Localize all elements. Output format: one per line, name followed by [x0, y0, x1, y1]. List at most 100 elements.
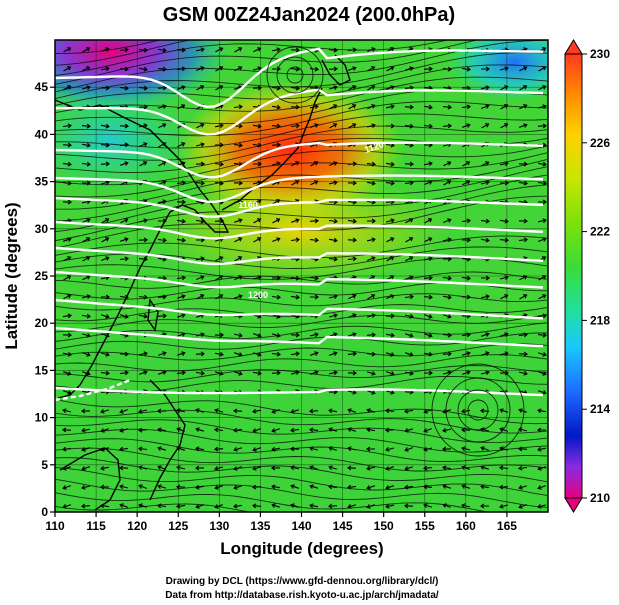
x-tick-label: 140: [291, 519, 311, 533]
wind-arrow: [423, 409, 432, 414]
streamline: [55, 409, 548, 434]
wind-arrow: [538, 66, 547, 72]
wind-arrow: [138, 465, 147, 470]
wind-arrow: [290, 484, 299, 489]
wind-arrow: [499, 504, 509, 509]
wind-arrow: [499, 351, 509, 357]
wind-arrow: [500, 85, 509, 91]
wind-arrow: [481, 104, 490, 110]
wind-arrow: [386, 123, 395, 129]
wind-arrow: [309, 484, 318, 489]
x-tick-label: 125: [168, 519, 188, 533]
wind-arrow: [176, 408, 186, 414]
wind-arrow: [63, 390, 72, 395]
wind-arrow: [481, 161, 490, 167]
wind-arrow: [234, 371, 243, 376]
wind-arrow: [271, 85, 281, 91]
wind-arrow: [404, 447, 413, 452]
wind-arrow: [290, 465, 300, 471]
wind-arrow: [196, 66, 205, 72]
wind-streamlines: [55, 40, 548, 512]
wind-arrow: [195, 47, 205, 53]
streamline: [55, 457, 548, 483]
wind-arrow: [461, 465, 470, 470]
colorbar-scale: [564, 53, 583, 499]
wind-arrow: [386, 256, 395, 262]
height-contour: [55, 47, 544, 109]
wind-arrow: [424, 104, 433, 110]
wind-arrow: [291, 370, 300, 375]
colorbar-label: 230: [590, 47, 610, 61]
wind-arrow: [443, 294, 452, 300]
wind-arrow: [233, 161, 243, 167]
wind-arrow: [100, 465, 110, 471]
wind-arrow: [537, 485, 546, 490]
wind-arrow: [366, 371, 376, 376]
wind-arrow: [101, 237, 110, 243]
wind-arrow: [291, 218, 300, 223]
wind-arrow: [499, 66, 509, 71]
wind-arrow: [215, 256, 224, 262]
wind-arrow: [518, 504, 527, 509]
height-contour: [55, 270, 544, 289]
wind-arrow: [234, 47, 243, 53]
wind-arrow: [461, 503, 471, 509]
wind-arrow: [442, 332, 452, 338]
wind-arrow: [290, 104, 300, 110]
wind-arrow: [423, 161, 433, 167]
colorbar-label: 218: [590, 313, 610, 327]
wind-arrow: [404, 466, 413, 471]
wind-arrow: [272, 104, 281, 110]
wind-arrow: [214, 218, 224, 224]
wind-arrow: [290, 275, 300, 281]
wind-arrow: [234, 352, 243, 357]
wind-arrow: [119, 446, 129, 452]
x-tick-label: 160: [456, 519, 476, 533]
wind-arrow: [271, 484, 280, 490]
wind-arrow: [195, 180, 205, 186]
wind-arrow: [499, 275, 509, 280]
wind-arrow: [272, 66, 281, 72]
wind-arrow: [119, 256, 129, 262]
wind-arrow: [119, 66, 129, 72]
wind-arrow: [518, 427, 528, 433]
wind-arrow: [176, 465, 186, 471]
wind-arrow: [158, 47, 167, 53]
wind-arrow: [367, 85, 376, 91]
wind-arrow: [367, 218, 376, 224]
wind-arrow: [176, 503, 186, 509]
wind-arrow: [82, 142, 91, 148]
wind-arrow: [499, 370, 509, 376]
wind-arrow: [347, 504, 356, 509]
coast-japan: [221, 87, 323, 211]
wind-arrow: [81, 503, 91, 509]
wind-arrow: [101, 85, 110, 91]
wind-arrow: [252, 428, 261, 433]
wind-arrow: [424, 237, 433, 243]
credit-data-source: Data from http://database.rish.kyoto-u.a…: [165, 590, 439, 601]
wind-arrow: [62, 466, 71, 471]
wind-arrow: [385, 313, 395, 319]
wind-arrow: [481, 332, 490, 337]
wind-arrow: [252, 447, 261, 452]
wind-arrow: [405, 275, 414, 280]
streamline: [55, 478, 548, 508]
wind-arrow: [461, 218, 471, 224]
wind-arrow: [271, 409, 280, 414]
wind-arrow: [138, 409, 148, 414]
wind-arrow: [233, 199, 243, 205]
wind-arrow: [328, 370, 338, 376]
streamline: [55, 125, 548, 161]
wind-arrow: [233, 427, 243, 433]
wind-arrow: [176, 180, 186, 186]
wind-arrow: [196, 275, 205, 281]
wind-arrow: [404, 313, 414, 319]
wind-arrow: [518, 465, 528, 471]
wind-arrow: [82, 371, 91, 376]
wind-arrow: [215, 66, 224, 72]
wind-arrow: [196, 294, 205, 300]
wind-arrow: [81, 313, 91, 319]
wind-arrow: [385, 218, 395, 223]
wind-arrow: [177, 142, 186, 148]
wind-arrow: [158, 161, 167, 167]
